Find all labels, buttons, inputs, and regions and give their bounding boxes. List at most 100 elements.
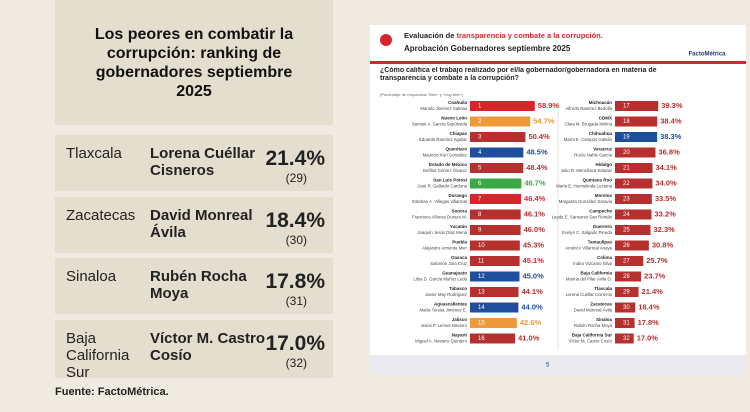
bar [615, 256, 644, 266]
rank: 18 [623, 119, 630, 125]
governor: Francisco Alfonso Durazo M. [412, 215, 467, 220]
governor: Lorena Cuéllar Cisneros [150, 145, 256, 179]
value-label: 32.3% [654, 225, 676, 234]
governor: Manolo Jiménez Salinas [420, 106, 467, 111]
question-box: ¿Cómo califica el trabajo realizado por … [380, 67, 657, 82]
state: Coahuila [448, 100, 467, 105]
state: Tlaxcala [594, 286, 612, 291]
percent: 17.8% [265, 270, 325, 293]
value-label: 38.4% [660, 116, 682, 125]
value-label: 34.0% [655, 178, 677, 187]
governor: María E. Hermelinda Lezama [556, 184, 612, 189]
percent: 17.0% [265, 332, 325, 355]
state: Puebla [452, 240, 467, 245]
value-label: 45.3% [523, 240, 545, 249]
state: Hidalgo [596, 162, 613, 167]
state: Tabasco [449, 286, 467, 291]
governor: María E. Campos Galván [564, 137, 613, 142]
state: Chihuahua [589, 131, 613, 136]
rank: 3 [478, 135, 482, 141]
value-label: 36.8% [658, 147, 680, 156]
governor: María Teresa Jiménez E. [420, 308, 467, 313]
rank: (30) [285, 233, 307, 247]
state: Sinaloa [66, 268, 117, 285]
governor: Salomón Jara Cruz [430, 261, 467, 266]
value-label: 44.0% [521, 302, 543, 311]
rank: 21 [623, 166, 630, 172]
value-label: 17.0% [637, 333, 659, 342]
governor: Eduardo Ramírez Aguilar [419, 137, 468, 142]
governor: Rocío Nahle García [574, 153, 612, 158]
value-label: 33.5% [655, 194, 677, 203]
info-subtitle: Aprobación Gobernadores septiembre 2025 [404, 44, 571, 53]
percent: 21.4% [265, 147, 325, 170]
panel-title: Los peores en combatir la corrupción: ra… [55, 0, 333, 125]
value-label: 48.5% [526, 147, 548, 156]
rule [370, 61, 746, 64]
value-label: 30.8% [652, 240, 674, 249]
rank: 28 [623, 274, 630, 280]
percent: 18.4% [265, 209, 325, 232]
governor: Libia D. García Muñoz Ledo [413, 277, 467, 282]
value-label: 58.9% [538, 101, 560, 110]
governor: Américo Villarreal Anaya [565, 246, 612, 251]
state: Baja California Sur [66, 330, 130, 381]
governor: Jesús P. Lemus Navarro [421, 323, 468, 328]
governor: Indira Vizcaíno Silva [573, 261, 612, 266]
value-label: 33.2% [655, 209, 677, 218]
governor: Rubén Rocha Moya [574, 323, 613, 328]
rank: 5 [478, 166, 482, 172]
panel-row: Sinaloa Rubén Rocha Moya 17.8% (31) [55, 258, 333, 314]
state: Colima [597, 255, 613, 260]
rank: 30 [623, 305, 630, 311]
bar [470, 225, 521, 235]
state: Sonora [451, 209, 467, 214]
state: Durango [449, 193, 468, 198]
governor: Evelyn C. Salgado Pineda [562, 230, 613, 235]
bar [615, 225, 651, 235]
state: Zacatecas [66, 207, 136, 224]
bar [470, 116, 531, 127]
value-label: 50.4% [528, 132, 550, 141]
rank: 8 [478, 212, 482, 218]
value-label: 21.4% [642, 287, 664, 296]
bar [470, 240, 520, 251]
rank: 32 [623, 336, 630, 342]
state: Tlaxcala [66, 145, 122, 162]
governor: Alfredo Ramírez Bedolla [565, 106, 612, 111]
bar [615, 318, 635, 328]
state: Yucatán [450, 224, 468, 229]
governor: José R. Gallardo Cardona [417, 184, 467, 189]
governor: Víctor M. Castro Cosío [569, 339, 613, 344]
governor: Mauricio Kuri González [423, 153, 467, 158]
rank: 4 [478, 150, 482, 156]
governor: David Monreal Ávila [574, 308, 613, 313]
state: Sinaloa [596, 317, 613, 322]
rank: 31 [623, 321, 630, 327]
rank: 29 [623, 290, 630, 296]
state: Aguascalientes [434, 302, 468, 307]
page-number: 5 [546, 363, 550, 369]
bar [615, 116, 658, 127]
source: Fuente: FactoMétrica. [55, 386, 169, 398]
state: San Luis Potosí [433, 178, 468, 183]
state: Jalisco [452, 317, 468, 322]
governor: Clara M. Brugada Molina [564, 122, 612, 127]
bar [615, 101, 659, 111]
value-label: 46.4% [524, 194, 546, 203]
bar [615, 333, 634, 344]
bar [470, 194, 522, 204]
governor: Julio R. Menchaca Salazar [561, 168, 613, 173]
rank: 9 [478, 228, 482, 234]
rank: 19 [623, 135, 630, 141]
rank: 2 [478, 119, 482, 125]
governor: Víctor M. Castro Cosío [150, 330, 266, 364]
value-label: 46.0% [524, 225, 546, 234]
icon [380, 34, 392, 46]
rank: 17 [623, 104, 630, 110]
rank: 14 [478, 305, 485, 311]
bar [615, 240, 649, 251]
bar [615, 302, 636, 313]
value-label: 54.7% [533, 116, 555, 125]
state: Oaxaca [451, 255, 468, 260]
